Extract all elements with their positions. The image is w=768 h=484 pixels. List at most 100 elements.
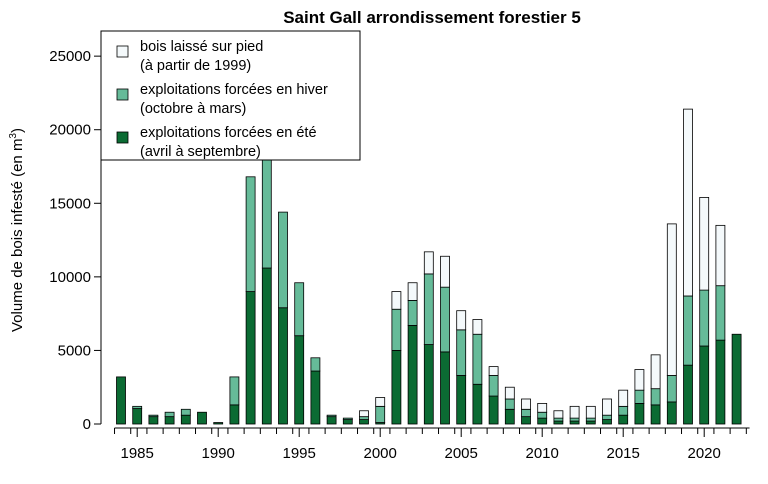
- y-tick-label-0: 0: [83, 416, 91, 433]
- bar-2021-series-2: [715, 224, 726, 287]
- bar-2002-series-2: [407, 282, 418, 301]
- bar-2014-series-1: [602, 414, 612, 420]
- bar-1987-series-1: [164, 411, 175, 418]
- bar-2014-series-0: [602, 419, 612, 425]
- bar-1993-series-0: [261, 267, 272, 425]
- bar-2001-series-1: [391, 308, 402, 351]
- legend-label-winter-2: (octobre à mars): [140, 101, 246, 117]
- bar-2020-series-0: [699, 345, 710, 425]
- bar-2021-series-1: [715, 285, 726, 341]
- x-tick-label-1995: 1995: [283, 445, 316, 462]
- bar-1996-series-0: [310, 370, 321, 425]
- bar-2002-series-0: [407, 325, 418, 425]
- bar-2017-series-0: [650, 404, 661, 425]
- bar-2003-series-2: [423, 251, 434, 275]
- bar-2016-series-1: [634, 389, 645, 404]
- bar-1992-series-0: [245, 291, 256, 425]
- bar-2010-series-2: [537, 402, 548, 413]
- bar-1985-series-0: [132, 408, 143, 425]
- bar-1999-series-0: [359, 419, 369, 425]
- bar-2005-series-1: [456, 329, 467, 376]
- x-tick-label-1985: 1985: [121, 445, 154, 462]
- bar-1999-series-1: [359, 416, 369, 420]
- bar-2004-series-0: [440, 351, 450, 425]
- bar-2017-series-1: [650, 388, 661, 406]
- bar-1994-series-1: [278, 211, 288, 309]
- x-tick-label-2000: 2000: [364, 445, 397, 462]
- bar-2000-series-1: [375, 405, 386, 423]
- bar-1985-series-1: [132, 405, 143, 409]
- bar-2018-series-1: [666, 375, 677, 403]
- bar-2002-series-1: [407, 299, 418, 326]
- bar-2005-series-2: [456, 310, 467, 331]
- y-axis-title-end: ): [9, 128, 26, 133]
- bar-2019-series-1: [683, 295, 693, 366]
- bar-2001-series-2: [391, 291, 402, 310]
- bar-1997-series-1: [326, 414, 337, 418]
- bar-2007-series-0: [488, 395, 499, 425]
- bar-2014-series-2: [602, 398, 612, 416]
- bar-2011-series-1: [553, 417, 564, 422]
- bar-2010-series-1: [537, 411, 548, 419]
- bar-2015-series-2: [618, 389, 629, 407]
- bar-2020-series-2: [699, 196, 710, 291]
- bar-2018-series-0: [666, 401, 677, 425]
- bar-1999-series-2: [359, 410, 369, 418]
- y-axis-title-main: Volume de bois infesté (en m: [9, 139, 26, 332]
- bar-2008-series-0: [504, 408, 515, 425]
- bar-1988-series-0: [180, 414, 191, 425]
- legend: bois laissé sur pied (à partir de 1999) …: [100, 30, 361, 161]
- bar-1998-series-0: [342, 419, 353, 425]
- bar-2015-series-1: [618, 405, 629, 416]
- bar-2001-series-0: [391, 350, 402, 425]
- bar-2012-series-0: [569, 420, 580, 425]
- bar-2009-series-0: [521, 416, 531, 425]
- bar-2021-series-0: [715, 339, 726, 425]
- legend-box: [100, 30, 361, 161]
- legend-swatch-standing: [116, 45, 129, 58]
- legend-label-summer-1: exploitations forcées en été: [140, 125, 317, 141]
- bar-2004-series-1: [440, 286, 450, 353]
- bar-2020-series-1: [699, 289, 710, 347]
- bar-1988-series-1: [180, 408, 191, 416]
- bar-1993-series-1: [261, 149, 272, 269]
- legend-swatch-winter: [116, 88, 129, 101]
- bar-2003-series-1: [423, 273, 434, 345]
- bar-2010-series-0: [537, 417, 548, 425]
- y-tick-label-25000: 25000: [49, 48, 91, 65]
- bar-2013-series-1: [585, 417, 596, 422]
- bar-2016-series-2: [634, 369, 645, 391]
- y-axis-title-superscript: 3: [8, 133, 19, 139]
- bar-1989-series-0: [197, 411, 207, 425]
- bar-2006-series-0: [472, 383, 483, 425]
- bar-2011-series-0: [553, 420, 564, 425]
- bar-2006-series-1: [472, 333, 483, 385]
- y-axis: 0 5000 10000 15000 20000 25000: [49, 48, 102, 433]
- bar-1992-series-1: [245, 176, 256, 292]
- bar-2005-series-0: [456, 375, 467, 425]
- bar-2012-series-2: [569, 405, 580, 419]
- y-tick-label-20000: 20000: [49, 122, 91, 139]
- bar-1995-series-0: [294, 335, 305, 425]
- bar-2016-series-0: [634, 402, 645, 425]
- bar-2003-series-0: [423, 344, 434, 425]
- bar-2008-series-1: [504, 398, 515, 410]
- chart-title: Saint Gall arrondissement forestier 5: [283, 8, 581, 27]
- bar-2017-series-2: [650, 354, 661, 390]
- bar-1994-series-0: [278, 307, 288, 425]
- y-tick-label-10000: 10000: [49, 269, 91, 286]
- y-tick-label-5000: 5000: [58, 342, 91, 359]
- bars-group: [116, 108, 742, 425]
- bar-2018-series-2: [666, 223, 677, 376]
- bar-1986-series-1: [148, 414, 159, 418]
- x-tick-label-2005: 2005: [445, 445, 478, 462]
- bar-2007-series-1: [488, 375, 499, 397]
- bar-2012-series-1: [569, 417, 580, 422]
- bar-2015-series-0: [618, 414, 629, 425]
- bar-2004-series-2: [440, 255, 450, 288]
- legend-label-standing-2: (à partir de 1999): [140, 58, 251, 74]
- bar-2009-series-2: [521, 398, 531, 410]
- bar-2013-series-0: [585, 420, 596, 425]
- x-tick-label-1990: 1990: [202, 445, 235, 462]
